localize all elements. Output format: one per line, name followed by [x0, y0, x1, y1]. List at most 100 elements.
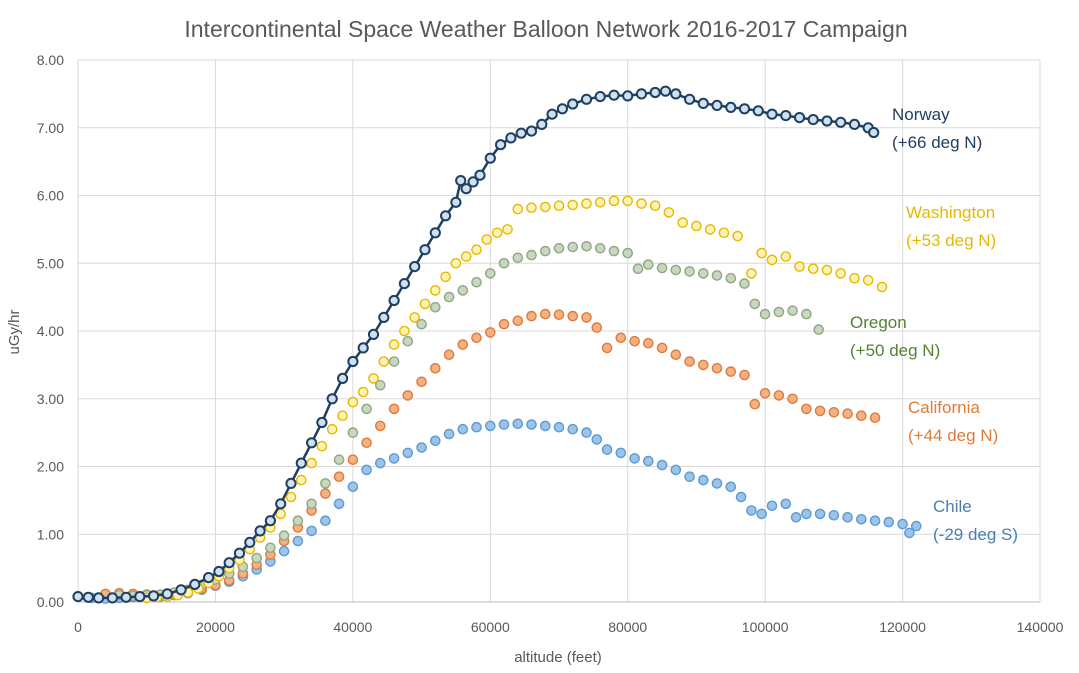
data-point: [663, 207, 675, 218]
data-point: [443, 291, 455, 303]
data-point: [766, 108, 778, 120]
x-tick-label: 80000: [608, 619, 647, 635]
data-point: [581, 312, 592, 323]
data-point: [484, 327, 496, 338]
data-point: [735, 491, 747, 503]
data-point: [498, 257, 510, 269]
data-point: [790, 512, 802, 523]
series-oregon: [113, 240, 825, 602]
data-point: [739, 369, 750, 381]
data-point: [460, 183, 472, 195]
data-point: [148, 590, 160, 602]
data-point: [622, 195, 634, 207]
data-point: [337, 410, 348, 422]
data-point: [567, 310, 579, 322]
data-point: [608, 195, 620, 207]
data-point: [749, 398, 761, 410]
data-point: [326, 393, 338, 405]
data-point: [502, 224, 513, 235]
data-point: [591, 434, 603, 445]
series-labels: Norway (+66 deg N) Washington (+53 deg N) Or…: [850, 105, 1018, 544]
data-point: [223, 557, 235, 569]
y-axis-label: uGy/hr: [6, 309, 23, 354]
data-point: [801, 508, 812, 520]
data-point: [540, 201, 551, 213]
data-point: [553, 421, 565, 433]
y-tick-label: 3.00: [37, 391, 64, 407]
data-point: [402, 335, 414, 347]
data-point: [670, 88, 682, 100]
data-point: [491, 227, 503, 239]
data-point: [333, 454, 345, 466]
data-point: [842, 408, 853, 420]
data-point: [813, 324, 825, 335]
data-point: [711, 270, 723, 281]
data-point: [233, 547, 246, 559]
data-point: [601, 444, 613, 455]
data-point: [265, 542, 276, 554]
data-point: [429, 435, 441, 447]
data-point: [295, 457, 307, 469]
data-point: [471, 421, 482, 433]
data-point: [357, 386, 369, 398]
x-tick-label: 120000: [879, 619, 926, 635]
data-point: [793, 112, 806, 124]
data-point: [512, 203, 524, 215]
data-point: [213, 565, 225, 578]
series-label-name: Chile: [933, 497, 972, 516]
data-point: [440, 210, 452, 222]
x-axis-label: altitude (feet): [514, 649, 602, 666]
data-point: [615, 447, 627, 459]
data-point: [725, 101, 737, 114]
data-point: [567, 98, 579, 110]
data-point: [402, 447, 414, 459]
data-point: [388, 294, 400, 307]
data-point: [835, 116, 847, 128]
data-point: [419, 244, 431, 256]
y-tick-label: 8.00: [37, 52, 64, 68]
data-point: [759, 308, 771, 320]
data-point: [868, 126, 880, 139]
data-point: [388, 403, 400, 415]
data-point: [440, 271, 451, 283]
chart-title: Intercontinental Space Weather Balloon N…: [184, 16, 907, 42]
data-point: [275, 498, 287, 510]
data-point: [450, 196, 462, 208]
data-point: [416, 442, 427, 453]
data-point: [161, 588, 173, 600]
data-point: [484, 152, 496, 164]
data-point: [306, 437, 318, 449]
data-point: [883, 516, 895, 528]
data-point: [553, 242, 565, 254]
data-point: [316, 440, 328, 452]
data-point: [608, 89, 620, 101]
data-point: [814, 405, 826, 417]
data-point: [801, 403, 812, 415]
data-point: [704, 224, 716, 235]
data-point: [553, 200, 565, 211]
data-point: [320, 515, 331, 527]
data-point: [862, 274, 874, 286]
data-point: [766, 500, 778, 512]
data-point: [278, 530, 290, 541]
data-point: [643, 455, 654, 467]
data-point: [615, 332, 627, 344]
data-point: [347, 355, 359, 368]
series-label-latitude: (+44 deg N): [908, 426, 998, 445]
data-point: [649, 86, 661, 99]
data-point: [175, 584, 187, 596]
y-tick-label: 1.00: [37, 526, 64, 542]
data-point: [285, 491, 297, 503]
data-point: [367, 328, 380, 340]
data-point: [581, 427, 592, 438]
data-point: [93, 592, 105, 604]
data-point: [399, 325, 410, 337]
data-point: [567, 241, 579, 253]
data-point: [374, 457, 386, 469]
data-point: [285, 477, 297, 489]
data-point: [691, 220, 702, 232]
data-point: [801, 308, 812, 320]
data-point: [725, 272, 737, 284]
data-point: [698, 268, 709, 279]
